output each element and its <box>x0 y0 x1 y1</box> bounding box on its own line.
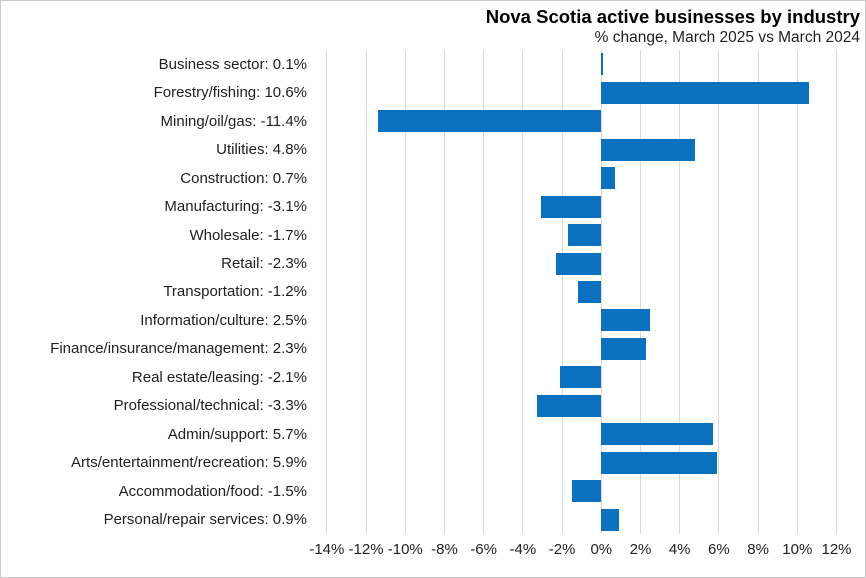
x-tick-label: -12% <box>348 541 384 558</box>
x-tick-label: 12% <box>821 541 852 558</box>
chart-title: Nova Scotia active businesses by industr… <box>485 6 860 27</box>
gridline <box>796 50 798 534</box>
x-tick-label: 10% <box>782 541 813 558</box>
category-label: Wholesale: -1.7% <box>189 226 307 244</box>
category-label: Manufacturing: -3.1% <box>164 198 307 216</box>
x-tick-label: -2% <box>548 541 576 558</box>
x-tick-label: -8% <box>431 541 458 558</box>
x-tick-label: 6% <box>708 541 730 558</box>
bar-utilities <box>601 138 696 161</box>
category-label: Accommodation/food: -1.5% <box>118 482 307 500</box>
category-label: Finance/insurance/management: 2.3% <box>50 340 307 358</box>
value-axis: -14% -12% -10% -8% -6% -4% -2% 0% 2% 4% 6% 8% 10% 12% <box>309 541 862 563</box>
category-label: Transportation: -1.2% <box>163 283 307 301</box>
x-tick-label: 2% <box>629 541 652 558</box>
category-label: Mining/oil/gas: -11.4% <box>160 112 307 130</box>
x-tick-label: 8% <box>747 541 769 558</box>
gridline <box>443 50 445 534</box>
category-label: Information/culture: 2.5% <box>140 311 307 329</box>
gridline <box>600 50 602 534</box>
plot-area <box>319 50 862 534</box>
x-tick-label: -14% <box>309 541 345 558</box>
bar-information-culture <box>601 309 651 332</box>
gridline <box>522 50 524 534</box>
category-label: Construction: 0.7% <box>180 169 307 187</box>
category-label: Personal/repair services: 0.9% <box>103 511 307 529</box>
x-tick-label: -6% <box>470 541 497 558</box>
category-label: Admin/support: 5.7% <box>167 425 307 443</box>
bar-construction <box>601 167 615 190</box>
bar-personal-repair-services <box>601 508 619 531</box>
bar-admin-support <box>601 423 714 446</box>
bar-accommodation-food <box>571 480 602 503</box>
x-tick-label: 4% <box>668 541 691 558</box>
x-tick-label: -10% <box>387 541 423 558</box>
gridline <box>639 50 641 534</box>
gridline <box>718 50 720 534</box>
bar-real-estate-leasing <box>560 366 602 389</box>
gridline <box>836 50 838 534</box>
category-label: Retail: -2.3% <box>221 255 307 273</box>
gridline <box>561 50 563 534</box>
category-axis: Business sector: 0.1% Forestry/fishing: 1… <box>1 50 311 534</box>
category-label: Real estate/leasing: -2.1% <box>131 368 307 386</box>
bar-arts-entertainment-recreation <box>601 451 717 474</box>
category-label: Arts/entertainment/recreation: 5.9% <box>71 454 307 472</box>
gridline <box>757 50 759 534</box>
bar-retail <box>556 252 602 275</box>
category-label: Professional/technical: -3.3% <box>113 397 307 415</box>
chart-subtitle: % change, March 2025 vs March 2024 <box>594 29 860 46</box>
gridline <box>326 50 328 534</box>
gridline <box>483 50 485 534</box>
bar-forestry-fishing <box>601 81 810 104</box>
bar-manufacturing <box>540 195 602 218</box>
bar-mining-oil-gas <box>377 110 602 133</box>
category-label: Utilities: 4.8% <box>216 141 307 159</box>
bar-wholesale <box>567 224 602 247</box>
gridline <box>365 50 367 534</box>
bar-business-sector <box>601 53 604 76</box>
bar-transportation <box>577 281 602 303</box>
gridline <box>404 50 406 534</box>
category-label: Forestry/fishing: 10.6% <box>153 84 307 102</box>
x-tick-label: -4% <box>509 541 537 558</box>
bar-professional-technical <box>536 394 602 417</box>
category-label: Business sector: 0.1% <box>158 55 307 73</box>
bar-finance-insurance-management <box>601 337 647 360</box>
x-tick-label: 0% <box>590 541 613 558</box>
chart-header: Nova Scotia active businesses by industr… <box>486 5 860 46</box>
gridline <box>679 50 681 534</box>
